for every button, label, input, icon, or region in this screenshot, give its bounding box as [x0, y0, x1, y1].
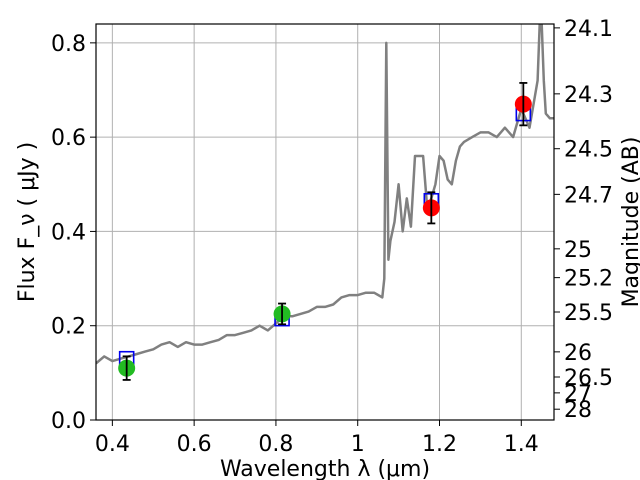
right-tick-label: 26.5 [564, 366, 613, 391]
right-tick-label: 25.5 [564, 301, 613, 326]
y-axis-label: Flux F_ν ( μJy ) [15, 142, 40, 302]
x-tick-label: 1 [351, 432, 365, 457]
right-axis-label: Magnitude (AB) [619, 137, 640, 308]
y-tick-label: 0.2 [51, 315, 86, 340]
model-spectrum-line [96, 24, 554, 365]
right-tick-label: 24.1 [564, 17, 613, 42]
observed-points [118, 82, 532, 381]
x-tick-label: 1.2 [422, 432, 457, 457]
y-tick-label: 0.4 [51, 220, 86, 245]
right-tick-label: 24.3 [564, 83, 613, 108]
right-tick-label: 24.7 [564, 183, 613, 208]
right-tick-label: 25 [564, 238, 592, 263]
right-tick-label: 27 [564, 382, 592, 407]
x-tick-label: 0.4 [95, 432, 130, 457]
x-axis-ticks: 0.4 0.6 0.8 1 1.2 1.4 [95, 420, 539, 457]
x-tick-label: 1.4 [504, 432, 539, 457]
plot-frame [95, 23, 555, 421]
right-tick-label: 28 [564, 398, 592, 423]
right-tick-label: 25.2 [564, 267, 613, 292]
x-tick-label: 0.8 [258, 432, 293, 457]
x-axis-label: Wavelength λ (μm) [220, 457, 430, 480]
y-tick-label: 0.6 [51, 126, 86, 151]
right-tick-label: 26 [564, 341, 592, 366]
right-tick-label: 24.5 [564, 138, 613, 163]
model-photometry-boxes [118, 105, 532, 367]
y-tick-label: 0.0 [51, 409, 86, 434]
grid [96, 24, 554, 421]
y-tick-label: 0.8 [51, 32, 86, 57]
y-axis-ticks: 0.0 0.2 0.4 0.6 0.8 [51, 32, 96, 434]
x-tick-label: 0.6 [177, 432, 212, 457]
model-spectrum [96, 24, 554, 365]
